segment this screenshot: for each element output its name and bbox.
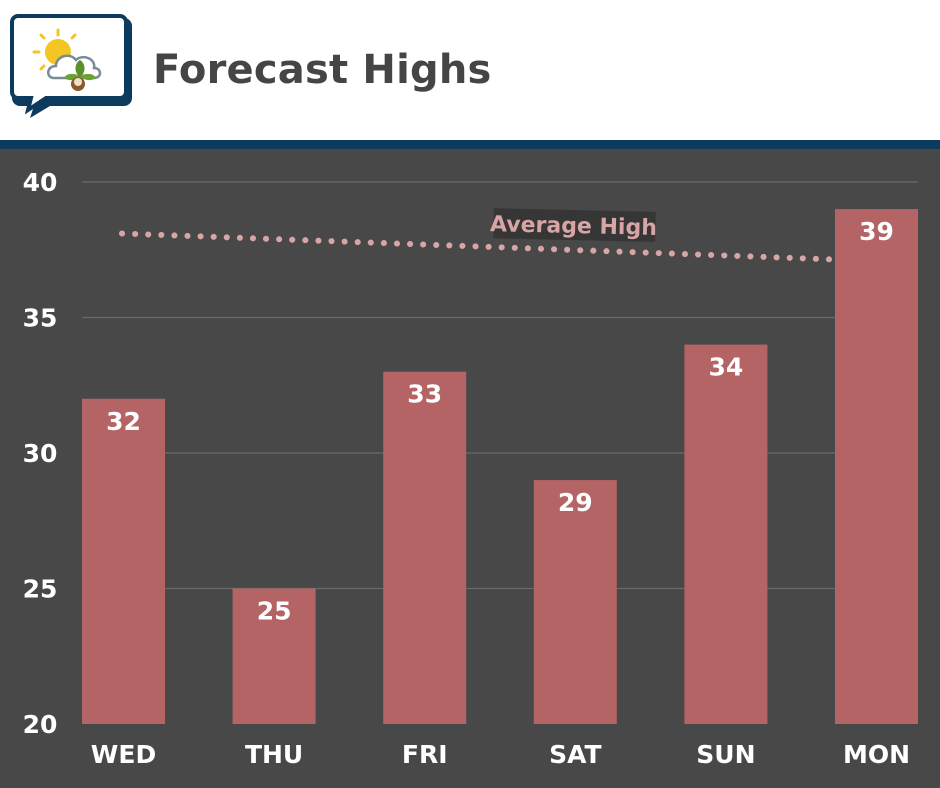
y-tick-label: 30 (23, 439, 58, 468)
bar-value-label: 25 (257, 597, 292, 626)
bar (835, 209, 918, 725)
bar (533, 480, 617, 724)
average-label-group: Average High (490, 208, 657, 242)
x-category-label: FRI (402, 740, 448, 769)
average-high-line: Average High (119, 208, 868, 264)
bar (82, 398, 165, 724)
x-category-label: MON (843, 740, 910, 769)
x-category-label: THU (245, 740, 303, 769)
weather-leaf-chat-logo (6, 12, 134, 125)
x-category-label: SAT (549, 740, 601, 769)
y-tick-label: 40 (23, 168, 58, 197)
bar (232, 588, 316, 724)
page-title: Forecast Highs (153, 47, 492, 93)
gridlines (82, 181, 918, 590)
y-axis-ticks: 20 25 30 35 40 (23, 168, 58, 739)
y-tick-label: 20 (23, 710, 58, 739)
average-label-background (493, 208, 656, 242)
header-panel (0, 0, 940, 140)
x-axis-categories: WED THU FRI SAT SUN MON (91, 740, 910, 769)
x-category-label: WED (91, 740, 156, 769)
bar-value-label: 39 (859, 217, 894, 246)
bars: 32 25 33 29 34 39 (82, 209, 918, 725)
bar (684, 344, 768, 724)
bar (383, 371, 467, 724)
average-label: Average High (490, 212, 657, 241)
bar-value-label: 29 (558, 488, 593, 517)
y-tick-label: 25 (23, 575, 58, 604)
y-tick-label: 35 (23, 304, 58, 333)
bar-value-label: 32 (106, 407, 141, 436)
header-divider (0, 140, 940, 149)
x-category-label: SUN (696, 740, 755, 769)
bar-value-label: 33 (407, 380, 442, 409)
bar-value-label: 34 (709, 353, 744, 382)
